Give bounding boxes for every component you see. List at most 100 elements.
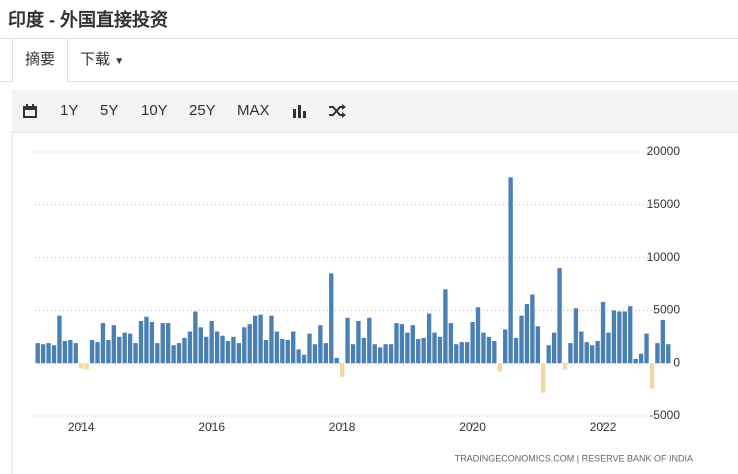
x-tick-label: 2016 [198, 420, 225, 434]
bar [622, 311, 627, 364]
bar [426, 313, 432, 364]
bar [220, 335, 225, 364]
bar [318, 325, 323, 364]
x-tick-label: 2018 [329, 420, 356, 434]
bar [252, 315, 258, 364]
bar [372, 344, 377, 364]
bar [405, 332, 410, 364]
bar [329, 273, 334, 364]
bar [573, 308, 579, 364]
bar [633, 358, 638, 364]
chart: TRADINGECONOMICS.COM | RESERVE BANK OF I… [11, 132, 693, 474]
bar [307, 333, 312, 364]
bar [111, 325, 116, 364]
bar [301, 354, 307, 364]
bar [519, 315, 524, 364]
bar [155, 343, 160, 364]
calendar-icon[interactable] [22, 103, 38, 119]
page-title: 印度 - 外国直接投资 [8, 10, 168, 30]
bar [285, 339, 290, 364]
bar [378, 347, 383, 364]
bar [432, 332, 437, 364]
bar-chart-icon[interactable] [292, 103, 308, 119]
shuffle-icon[interactable] [328, 103, 346, 119]
range-button[interactable]: 5Y [100, 102, 119, 119]
bar [242, 327, 247, 364]
bar [291, 331, 296, 364]
bar [198, 327, 203, 364]
bar [95, 342, 100, 364]
bar [214, 331, 220, 364]
y-tick-label: 0 [673, 355, 680, 369]
range-button[interactable]: MAX [237, 102, 270, 119]
bar [133, 343, 138, 364]
bar [546, 345, 551, 364]
bar [562, 363, 568, 370]
bar [492, 341, 497, 364]
bar [557, 268, 562, 364]
range-button[interactable]: 10Y [141, 102, 168, 119]
bar [617, 311, 622, 364]
bar [399, 324, 405, 364]
bar [551, 332, 557, 364]
bar [182, 337, 187, 364]
bar [606, 332, 611, 364]
bar [51, 345, 57, 364]
bar [454, 344, 459, 364]
y-tick-label: 10000 [647, 250, 681, 264]
y-tick-label: 5000 [653, 303, 680, 317]
bar [100, 323, 106, 364]
bar [263, 339, 269, 364]
bar [470, 322, 475, 364]
range-button[interactable]: 1Y [60, 102, 79, 119]
bar [481, 332, 486, 364]
bar [437, 336, 443, 364]
bar [579, 331, 584, 364]
bar [459, 342, 464, 364]
bar [388, 344, 394, 364]
bar [68, 339, 73, 364]
bar [269, 315, 274, 364]
bar [209, 320, 214, 364]
y-tick-label: 15000 [647, 197, 681, 211]
bar [204, 336, 209, 364]
bar [361, 337, 367, 364]
bar [274, 331, 280, 364]
bar [166, 323, 171, 364]
bar [356, 320, 361, 364]
bar [247, 324, 252, 364]
y-tick-label: 20000 [647, 144, 681, 158]
tab-label: 下载 [80, 51, 111, 68]
bar [193, 311, 198, 364]
bar [73, 343, 78, 364]
tab[interactable]: 摘要 [12, 39, 68, 82]
bar [236, 343, 242, 364]
y-tick-label: -5000 [649, 408, 680, 422]
bar [339, 363, 345, 377]
tab[interactable]: 下载 ▼ [80, 51, 125, 68]
range-button[interactable]: 25Y [189, 102, 216, 119]
bar [40, 344, 46, 364]
bar [176, 343, 182, 364]
x-tick-label: 2022 [590, 420, 617, 434]
toolbar: 1Y 5Y 10Y 25Y MAX [12, 90, 738, 133]
bar [312, 344, 318, 364]
bar [503, 329, 508, 364]
bar [611, 310, 617, 364]
bar [628, 306, 633, 364]
bar [497, 363, 502, 372]
bar [486, 336, 492, 364]
bar [231, 336, 236, 364]
bar [410, 325, 415, 364]
bar [345, 317, 350, 364]
bar [568, 343, 573, 364]
bar [513, 337, 519, 364]
bar [149, 322, 155, 364]
x-tick-label: 2020 [459, 420, 486, 434]
bar [541, 363, 546, 393]
bar [590, 345, 595, 364]
bar [595, 341, 600, 364]
bar [421, 337, 426, 364]
bar [530, 294, 535, 364]
bar [464, 342, 470, 364]
